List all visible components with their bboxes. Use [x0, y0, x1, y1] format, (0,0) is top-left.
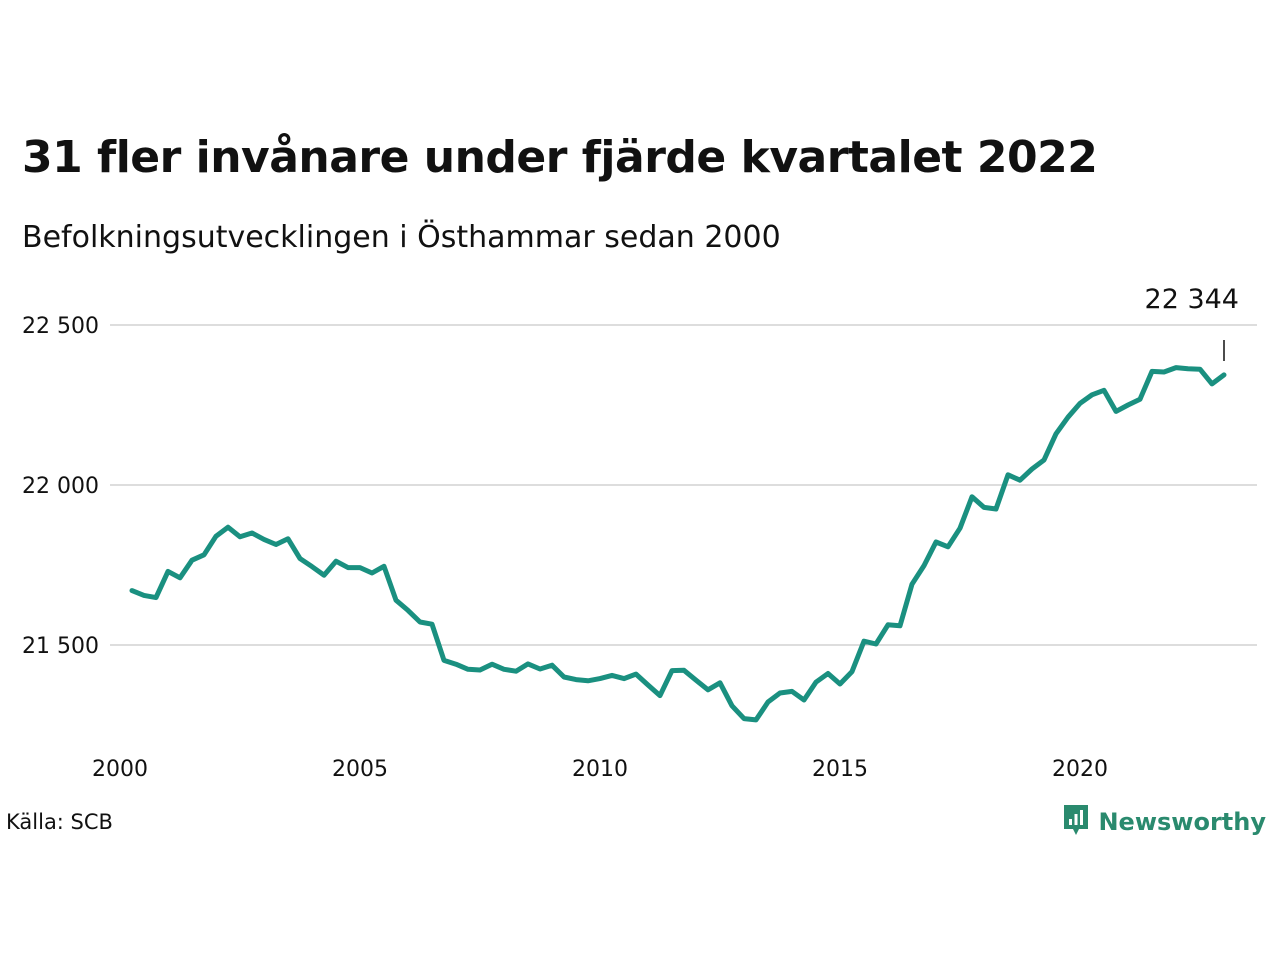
newsworthy-chart-bubble-icon	[1062, 803, 1090, 841]
brand-logo[interactable]: Newsworthy	[1062, 803, 1266, 841]
x-tick-label: 2015	[812, 757, 868, 782]
y-tick-label: 21 500	[22, 634, 99, 659]
x-tick-label: 2020	[1052, 757, 1108, 782]
gridlines	[110, 324, 1257, 646]
series-line	[129, 365, 1227, 723]
brand-name: Newsworthy	[1098, 808, 1266, 836]
x-tick-label: 2000	[92, 757, 148, 782]
series-layer	[129, 365, 1227, 723]
x-tick-label: 2010	[572, 757, 628, 782]
source-credit: Källa: SCB	[6, 810, 113, 834]
x-tick-label: 2005	[332, 757, 388, 782]
y-tick-label: 22 500	[22, 314, 99, 339]
x-axis-ticks: 2000 2005 2010 2015 2020	[92, 757, 1108, 782]
y-axis-ticks: 21 500 22 000 22 500	[22, 314, 99, 659]
last-value-annotation: 22 344	[1145, 284, 1239, 361]
y-tick-label: 22 000	[22, 474, 99, 499]
chart-subtitle: Befolkningsutvecklingen i Östhammar seda…	[22, 220, 781, 255]
last-value-label: 22 344	[1145, 284, 1239, 315]
chart-title: 31 fler invånare under fjärde kvartalet …	[22, 132, 1098, 183]
